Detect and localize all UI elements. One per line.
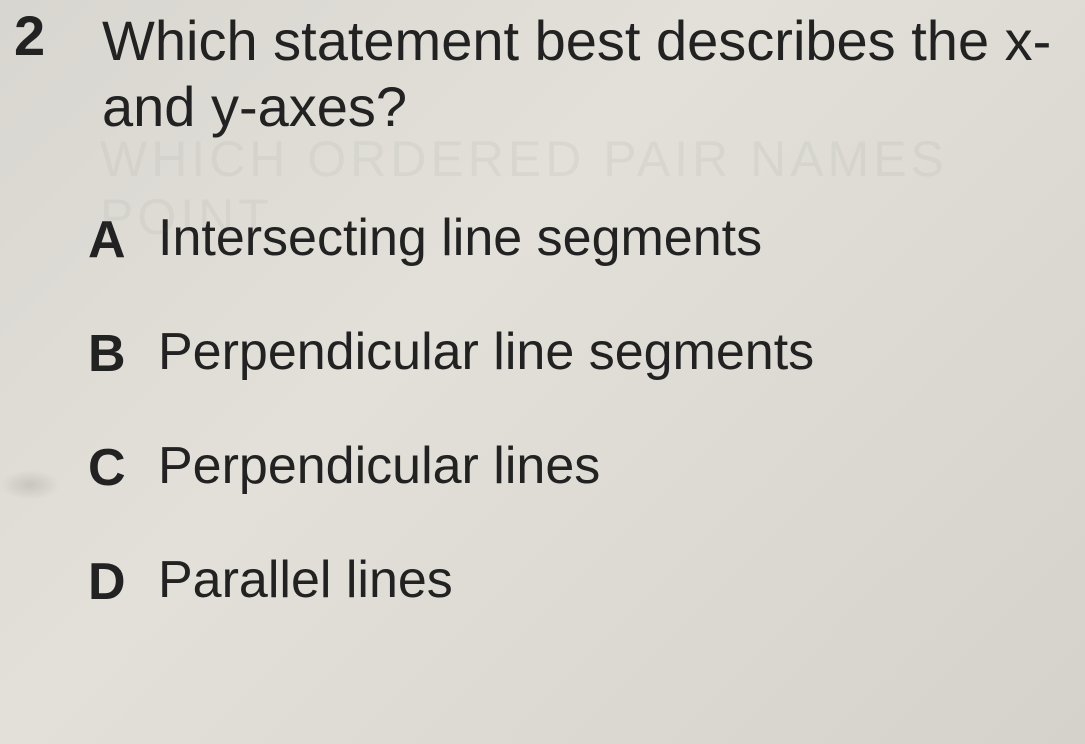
option-text: Perpendicular line segments — [158, 324, 814, 381]
question-number: 2 — [0, 8, 102, 64]
option-d[interactable]: D Parallel lines — [88, 552, 1085, 612]
option-text: Intersecting line segments — [158, 210, 762, 267]
option-text: Parallel lines — [158, 552, 453, 609]
option-text: Perpendicular lines — [158, 438, 600, 495]
question-row: 2 Which statement best describes the x- … — [0, 0, 1085, 140]
options-list: A Intersecting line segments B Perpendic… — [0, 210, 1085, 612]
option-letter: D — [88, 552, 158, 612]
option-b[interactable]: B Perpendicular line segments — [88, 324, 1085, 384]
option-letter: A — [88, 210, 158, 270]
worksheet-page: WHICH ORDERED PAIR NAMES POINT 2 Which s… — [0, 0, 1085, 612]
option-c[interactable]: C Perpendicular lines — [88, 438, 1085, 498]
option-letter: B — [88, 324, 158, 384]
option-a[interactable]: A Intersecting line segments — [88, 210, 1085, 270]
question-text: Which statement best describes the x- an… — [102, 8, 1085, 140]
option-letter: C — [88, 438, 158, 498]
